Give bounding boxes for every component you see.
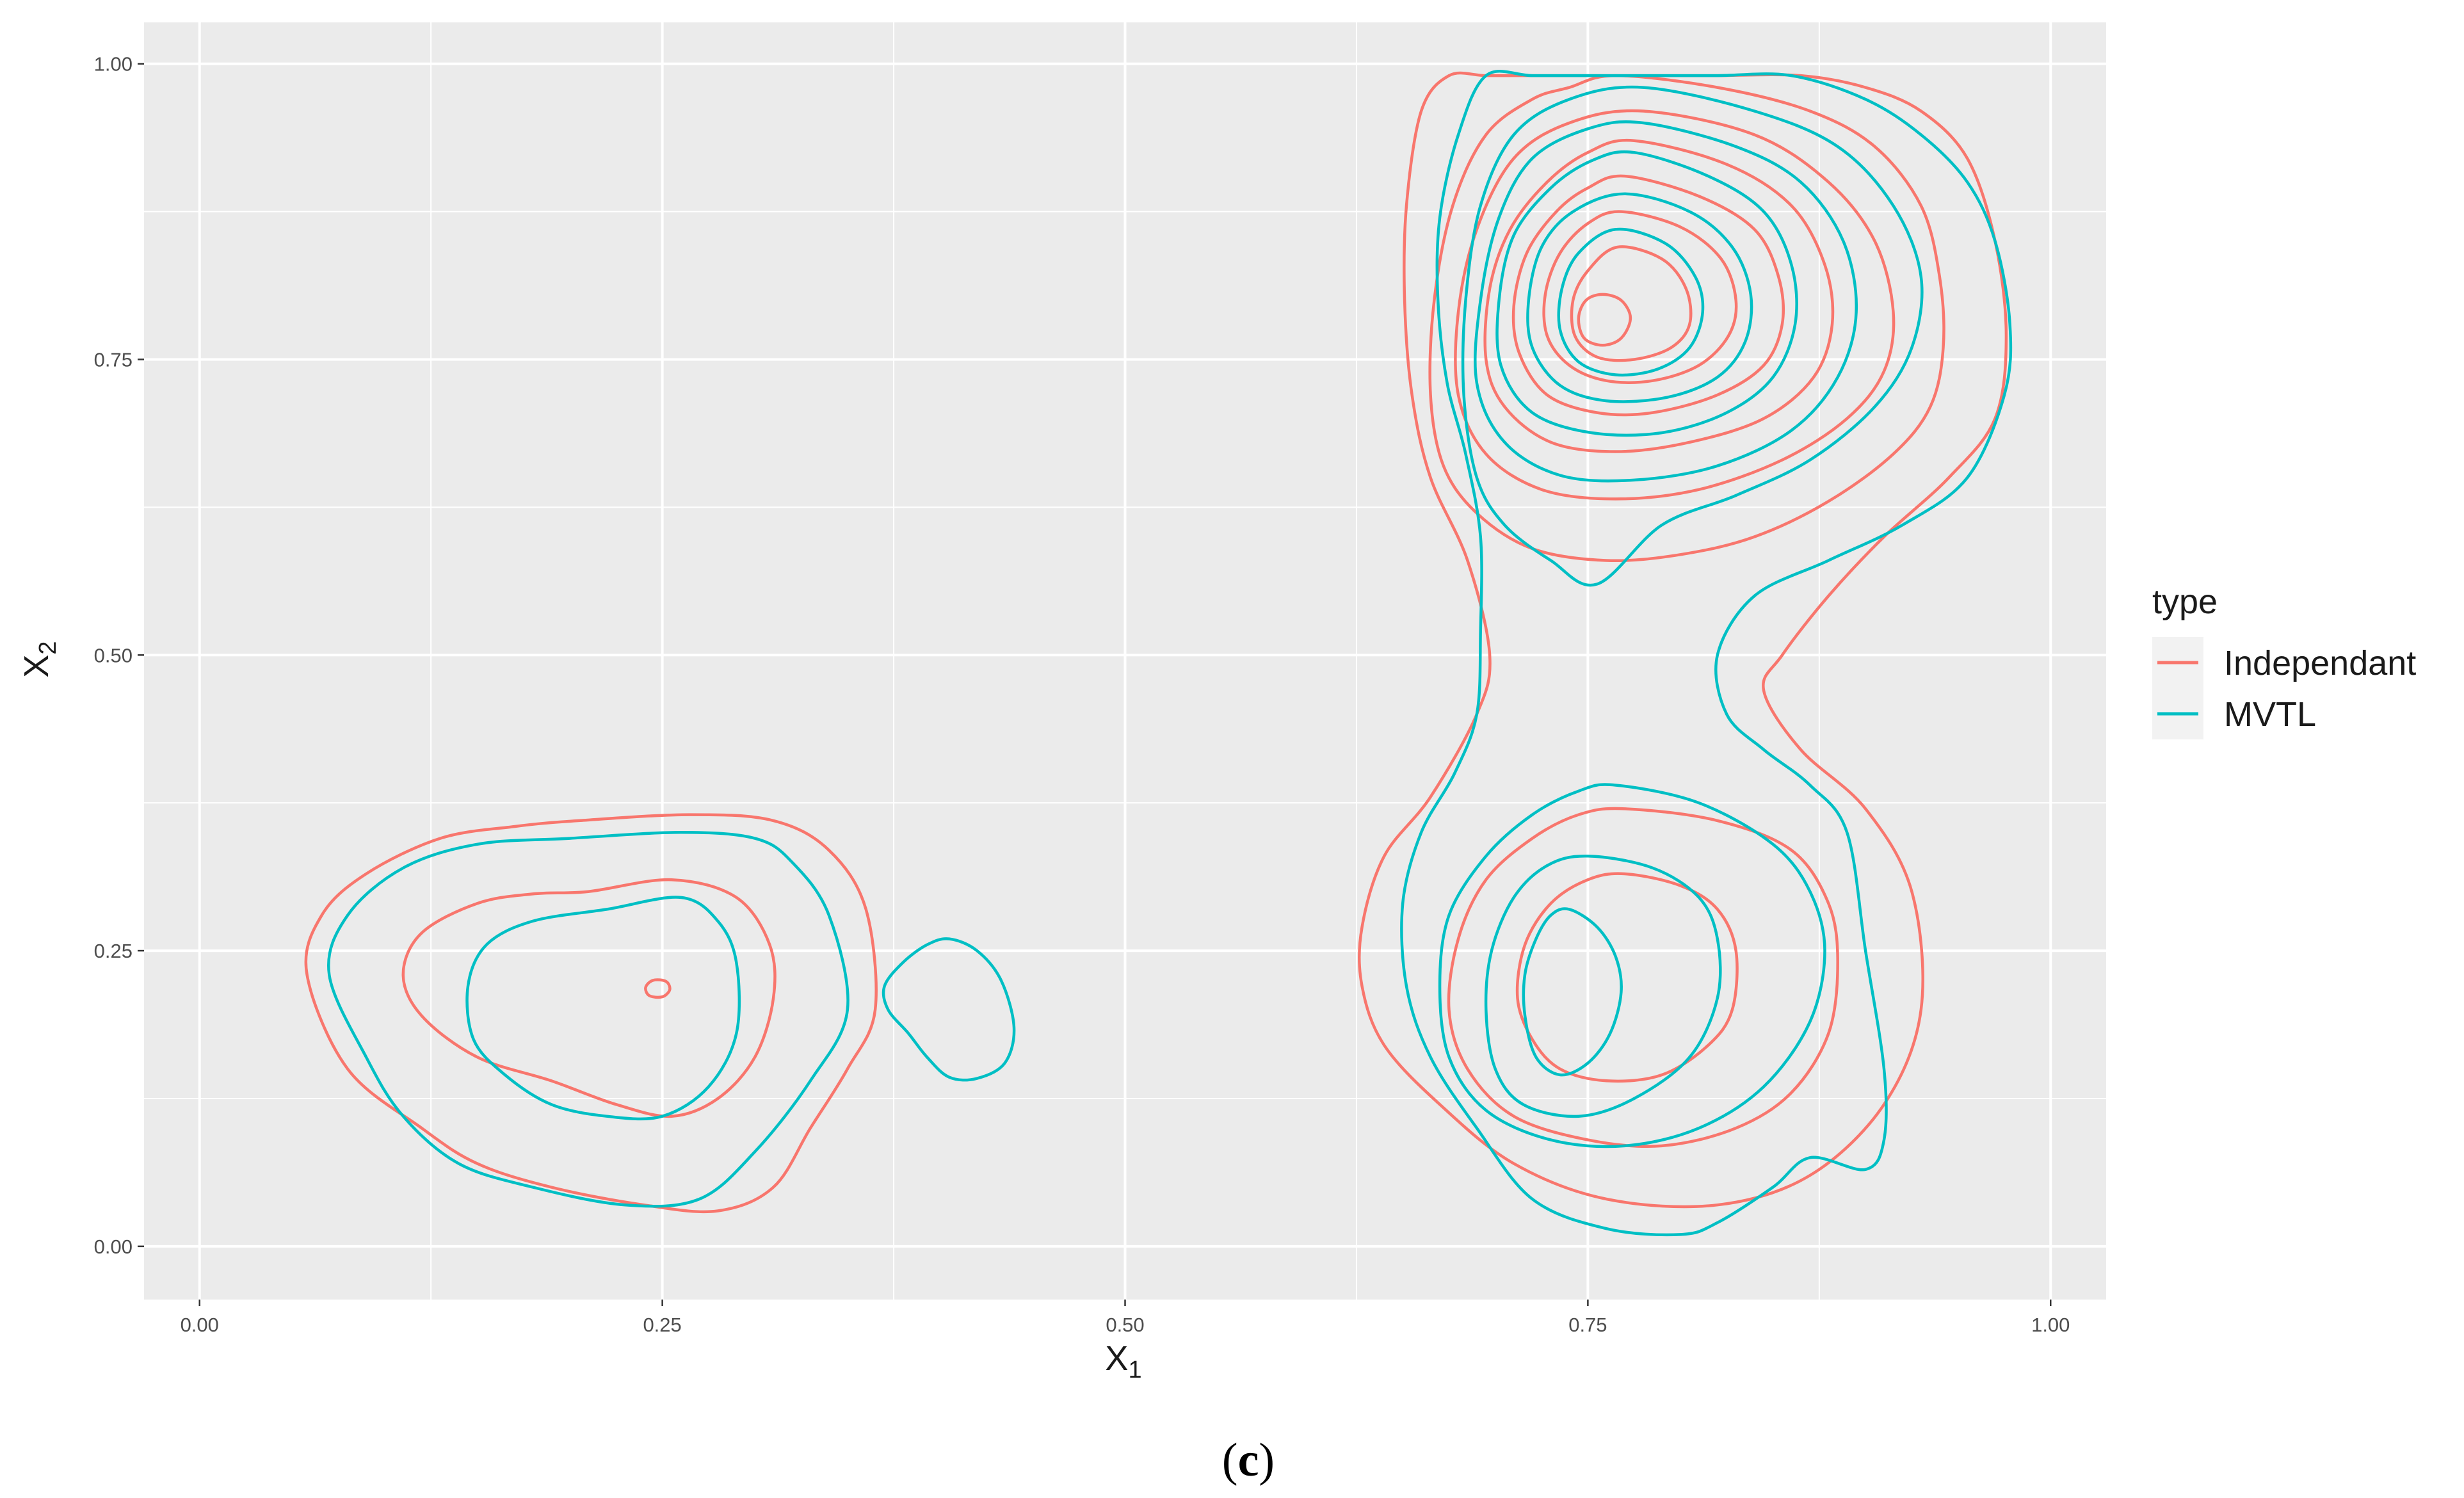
y-axis-title: X2 (17, 641, 61, 677)
y-tick-label: 0.00 (94, 1236, 133, 1258)
x-axis-title: X1 (1105, 1339, 1141, 1383)
y-tick-label: 0.25 (94, 940, 133, 962)
x-tick-label: 0.00 (181, 1314, 219, 1336)
legend-title: type (2152, 583, 2218, 621)
y-tick-label: 1.00 (94, 53, 133, 76)
contour-line-mvtl (882, 937, 1016, 1082)
major-grid (144, 22, 2106, 1300)
contour-line-independant (1358, 71, 2008, 1209)
contour-line-independant (1570, 245, 1693, 362)
contour-line-independant (1428, 74, 1945, 563)
x-tick-label: 0.50 (1106, 1314, 1144, 1336)
contour-line-mvtl (327, 831, 850, 1208)
contour-line-independant (1577, 293, 1632, 347)
contour-line-independant (1447, 807, 1839, 1148)
contour-line-independant (1511, 174, 1785, 417)
x-tick-label: 0.75 (1568, 1314, 1607, 1336)
legend: type Independant MVTL (2152, 583, 2416, 739)
x-axis: 0.00 0.25 0.50 0.75 1.00 (181, 1300, 2070, 1336)
contour-line-mvtl (465, 896, 741, 1121)
x-tick-label: 0.25 (643, 1314, 681, 1336)
y-tick-label: 0.75 (94, 348, 133, 371)
contour-line-mvtl (1438, 783, 1826, 1148)
contour-layer (304, 70, 2013, 1237)
y-tick-label: 0.50 (94, 644, 133, 666)
contour-line-mvtl (1400, 70, 2013, 1237)
contour-line-mvtl (1461, 85, 1924, 587)
y-axis: 0.00 0.25 0.50 0.75 1.00 (94, 53, 144, 1258)
x-tick-label: 1.00 (2031, 1314, 2070, 1336)
contour-line-mvtl (1495, 150, 1798, 437)
contour-line-independant (401, 878, 777, 1118)
contour-line-independant (1454, 109, 1896, 501)
contour-line-mvtl (1522, 907, 1623, 1077)
contour-line-mvtl (1526, 192, 1753, 403)
contour-line-mvtl (1474, 120, 1858, 483)
contour-line-independant (644, 978, 672, 999)
contour-line-independant (1515, 872, 1739, 1083)
legend-label-independant: Independant (2224, 644, 2416, 682)
contour-line-mvtl (1484, 855, 1722, 1118)
contour-line-mvtl (1557, 227, 1705, 377)
contour-line-independant (1542, 210, 1738, 384)
panel-label: (c) (1222, 1434, 1275, 1486)
legend-label-mvtl: MVTL (2224, 695, 2316, 734)
contour-line-independant (1483, 138, 1835, 453)
